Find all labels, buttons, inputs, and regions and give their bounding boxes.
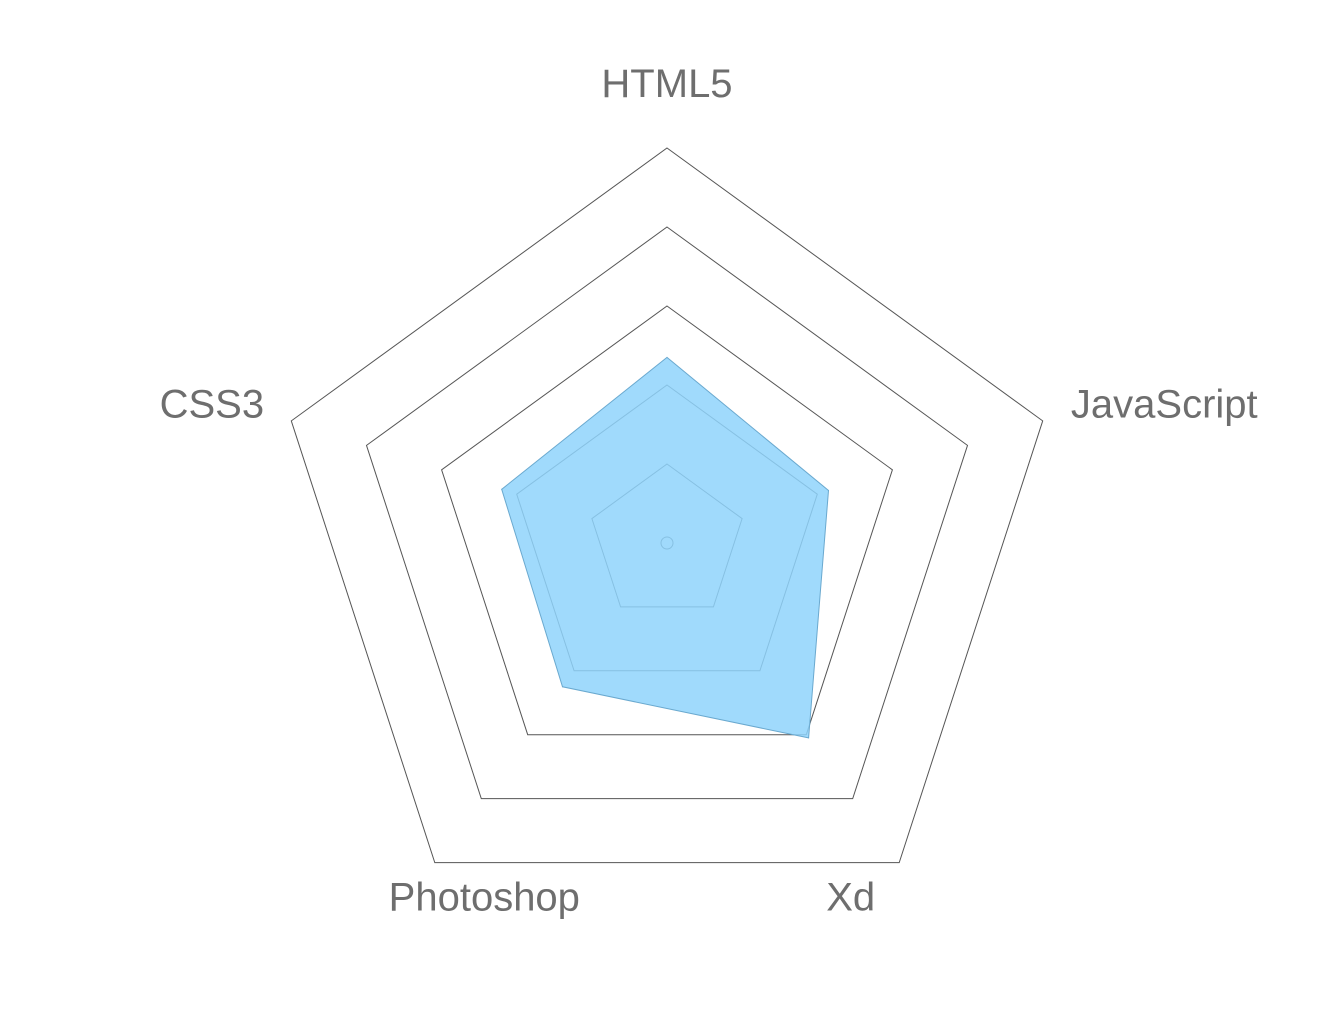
grid-ring-4 [365, 226, 969, 800]
grid-ring-3 [441, 305, 893, 736]
data-point-html5 [666, 356, 668, 358]
axis-label-css3: CSS3 [160, 382, 265, 426]
data-point-css3 [501, 488, 503, 490]
label-layer: HTML5 JavaScript Xd Photoshop CSS3 [160, 62, 1258, 920]
data-layer [501, 356, 830, 739]
axis-label-photoshop: Photoshop [389, 876, 580, 920]
axis-label-javascript: JavaScript [1071, 382, 1258, 426]
data-point-photoshop [562, 686, 563, 688]
grid-ring-5 [290, 147, 1044, 864]
axis-label-html5: HTML5 [601, 62, 732, 106]
axis-label-xd: Xd [826, 876, 875, 920]
data-area [501, 356, 830, 739]
data-point-javascript [828, 490, 829, 491]
data-point-xd [808, 737, 810, 739]
